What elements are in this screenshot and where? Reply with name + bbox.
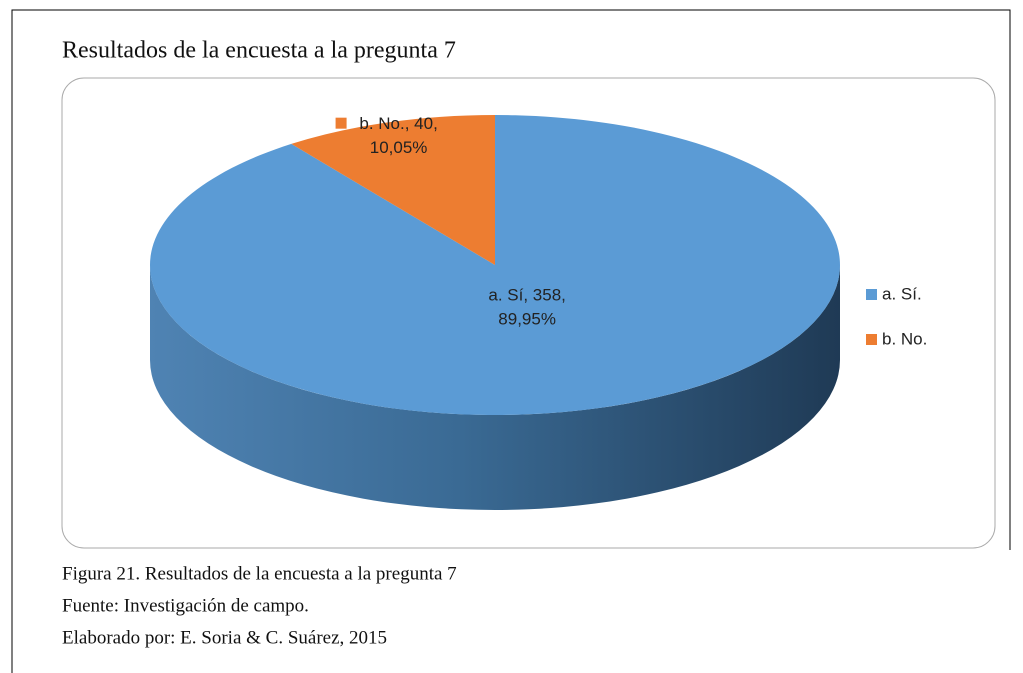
caption-line: Fuente: Investigación de campo. [62,595,309,616]
data-label: a. Sí, 358, [488,285,566,304]
data-label-key [335,117,347,129]
chart-title: Resultados de la encuesta a la pregunta … [62,38,456,64]
data-label: 89,95% [498,309,556,328]
slice-side [150,265,840,510]
legend-swatch [866,289,877,300]
data-label: 10,05% [370,138,428,157]
slice [150,115,841,415]
legend-label: a. Sí. [882,284,922,303]
caption-line: Figura 21. Resultados de la encuesta a l… [62,563,457,584]
slice [291,115,495,265]
caption-line: Elaborado por: E. Soria & C. Suárez, 201… [62,627,387,648]
legend-swatch [866,334,877,345]
page-frame [11,9,1011,673]
data-label: b. No., 40, [359,114,437,133]
legend-label: b. No. [882,329,927,348]
